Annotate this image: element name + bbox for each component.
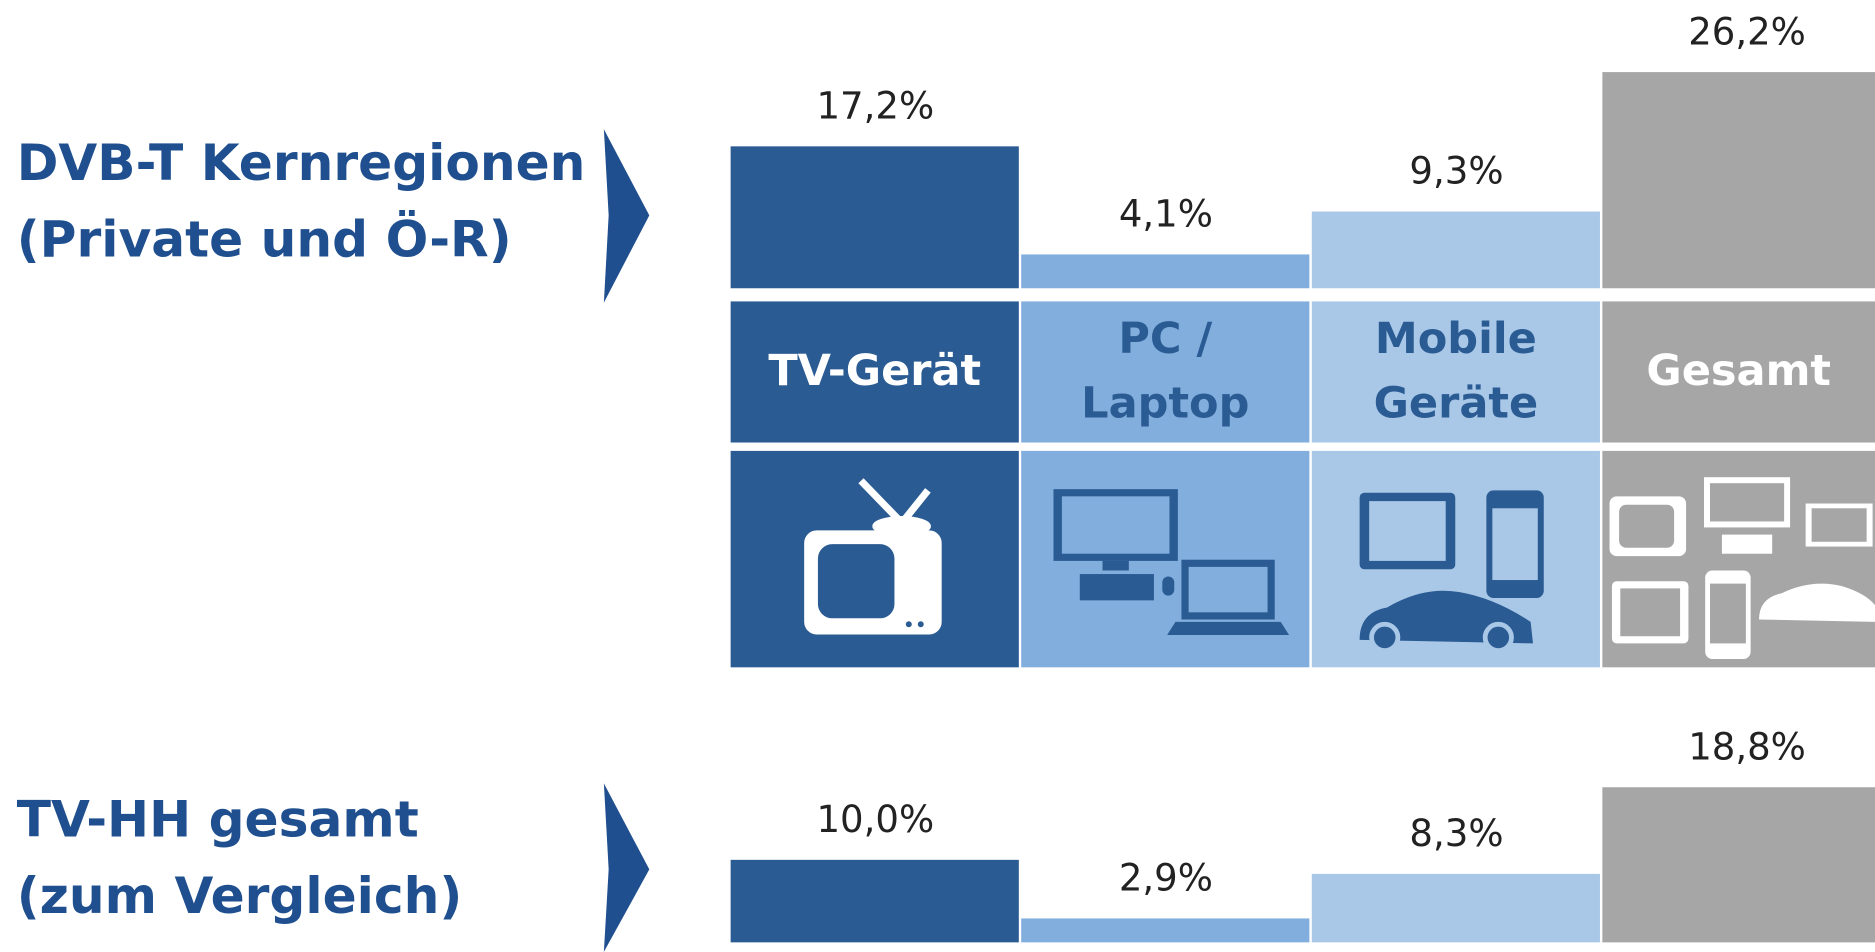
value-label: 2,9% bbox=[1119, 857, 1213, 900]
arrow bbox=[603, 129, 650, 303]
category-row: TV-Gerät PC / Laptop Mobile Geräte Gesamt bbox=[730, 301, 1875, 443]
bar bbox=[730, 146, 1019, 289]
arrow bbox=[603, 783, 650, 952]
chart-title: TV-HH gesamt bbox=[17, 789, 419, 848]
value-label: 26,2% bbox=[1688, 10, 1806, 53]
category-label: PC / Laptop bbox=[1081, 314, 1250, 429]
category-cell bbox=[1311, 301, 1600, 443]
category-label: Mobile Geräte bbox=[1373, 314, 1539, 429]
chart-subtitle: (zum Vergleich) bbox=[17, 866, 463, 925]
value-label: 4,1% bbox=[1119, 193, 1213, 236]
icon-row bbox=[730, 450, 1875, 668]
chart-title: DVB-T Kernregionen bbox=[17, 133, 586, 192]
bar bbox=[1311, 211, 1600, 289]
category-cell bbox=[1021, 301, 1310, 443]
value-label: 17,2% bbox=[816, 85, 934, 128]
category-box: PC / Laptop bbox=[1081, 314, 1250, 429]
value-label: 18,8% bbox=[1688, 725, 1806, 768]
category-label: TV-Gerät bbox=[768, 346, 982, 396]
category-cell bbox=[1602, 301, 1875, 443]
chart-subtitle: (Private und Ö-R) bbox=[17, 209, 512, 268]
category-box: TV-Gerät bbox=[768, 346, 982, 396]
category-box: Mobile Geräte bbox=[1373, 314, 1539, 429]
bar bbox=[1311, 873, 1600, 943]
category-box: Gesamt bbox=[1646, 346, 1831, 396]
category-cell bbox=[730, 301, 1019, 443]
value-label: 9,3% bbox=[1409, 150, 1503, 193]
bar bbox=[1602, 72, 1875, 289]
category-label: Gesamt bbox=[1646, 346, 1831, 396]
bar bbox=[1602, 787, 1875, 943]
value-label: 10,0% bbox=[816, 798, 934, 841]
bar bbox=[730, 859, 1019, 943]
value-label: 8,3% bbox=[1409, 812, 1503, 855]
bar bbox=[1021, 254, 1310, 289]
bar bbox=[1021, 918, 1310, 943]
